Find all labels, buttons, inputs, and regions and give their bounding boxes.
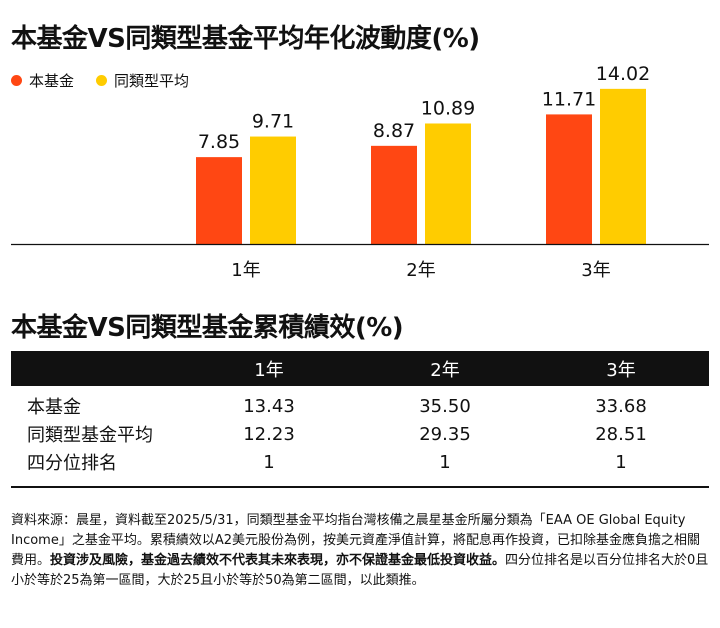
table-title: 本基金VS同類型基金累積績效(%) <box>11 313 404 343</box>
data-label: 8.87 <box>373 120 415 142</box>
header-1y: 1年 <box>254 359 284 381</box>
bar-peer <box>425 123 471 244</box>
cell-value: 1 <box>439 451 451 473</box>
data-label: 10.89 <box>421 97 475 119</box>
footnote-text: 資料來源：晨星，資料截至2025/5/31，同類型基金平均指台灣核備之晨星基金所… <box>11 513 701 568</box>
x-tick-label: 1年 <box>231 260 260 281</box>
cell-value: 28.51 <box>595 423 647 445</box>
row-label: 本基金 <box>27 397 81 418</box>
cell-value: 1 <box>263 451 275 473</box>
data-label: 7.85 <box>198 131 240 153</box>
legend-label-fund: 本基金 <box>29 72 75 90</box>
data-label: 9.71 <box>252 111 294 133</box>
cell-value: 33.68 <box>595 395 647 417</box>
bar-fund <box>196 157 242 244</box>
legend-item-peer: 同類型平均 <box>96 70 189 91</box>
legend-label-peer: 同類型平均 <box>114 72 190 90</box>
data-label: 11.71 <box>542 88 596 110</box>
table-row: 本基金 13.43 35.50 33.68 <box>11 386 709 420</box>
cell-value: 12.23 <box>243 423 295 445</box>
bar-peer <box>600 88 646 244</box>
x-tick-label: 3年 <box>581 260 610 281</box>
cell-value: 29.35 <box>419 423 471 445</box>
data-label: 14.02 <box>596 63 650 85</box>
header-blank <box>11 351 181 386</box>
table-header-row: 1年 2年 3年 <box>11 351 709 386</box>
bar-fund <box>371 145 417 244</box>
source-footnote: 資料來源：晨星，資料截至2025/5/31，同類型基金平均指台灣核備之晨星基金所… <box>11 511 711 591</box>
table-bottom-rule <box>11 486 709 488</box>
header-2y: 2年 <box>430 359 460 381</box>
footnote-risk-warning: 投資涉及風險，基金過去績效不代表其未來表現，亦不保證基金最低投資收益。 <box>50 553 506 568</box>
table-row: 同類型基金平均 12.23 29.35 28.51 <box>11 420 709 448</box>
bar-fund <box>546 114 592 244</box>
legend-item-fund: 本基金 <box>11 70 74 91</box>
x-tick-label: 2年 <box>406 260 435 281</box>
performance-table: 1年 2年 3年 本基金 13.43 35.50 33.68 同類型基金平均 1… <box>11 351 709 476</box>
cell-value: 1 <box>615 451 627 473</box>
legend-swatch-fund <box>11 75 22 86</box>
legend-swatch-peer <box>96 75 108 86</box>
header-3y: 3年 <box>606 359 636 381</box>
cell-value: 13.43 <box>243 395 295 417</box>
table-row: 四分位排名 1 1 1 <box>11 448 709 476</box>
row-label: 同類型基金平均 <box>27 425 153 446</box>
row-label: 四分位排名 <box>27 453 117 474</box>
cell-value: 35.50 <box>419 395 471 417</box>
chart-title: 本基金VS同類型基金平均年化波動度(%) <box>11 24 480 54</box>
chart-legend: 本基金 同類型平均 <box>11 70 189 91</box>
footnote-text-quartile: 四分位排名是以百分位排名大於0且小於等於25為第一區間，大於25且小於等於50為… <box>11 553 709 588</box>
bar-peer <box>250 136 296 244</box>
